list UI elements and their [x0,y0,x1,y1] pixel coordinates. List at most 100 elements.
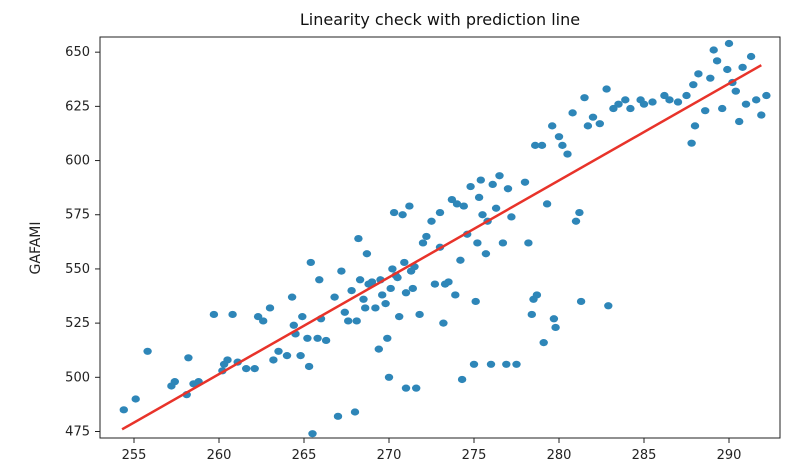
data-point [287,293,297,301]
data-point [361,304,370,312]
data-point [527,310,536,319]
data-point [395,313,404,321]
data-point [673,98,683,106]
data-point [422,232,431,241]
data-point [757,111,766,119]
data-point [381,300,390,308]
data-point [269,356,278,364]
data-point [398,211,407,219]
data-point [170,378,179,386]
data-point [724,39,734,48]
data-point [682,91,691,100]
x-tick-label: 290 [717,448,742,463]
data-point [330,293,339,301]
data-point [321,336,331,345]
data-point [405,202,414,210]
data-point [435,208,445,217]
data-point [223,356,232,364]
data-point [471,297,480,306]
data-point [131,395,140,403]
data-point [386,284,395,293]
data-point [498,239,508,247]
data-point [447,195,457,204]
data-point [614,100,623,108]
data-point [595,120,604,128]
data-point [412,384,421,392]
data-point [520,178,530,186]
data-point [478,211,487,219]
data-point [259,317,268,325]
data-point [228,310,237,319]
data-point [350,408,360,416]
data-point [723,65,732,74]
data-point [184,354,193,362]
data-point [354,234,363,243]
data-point [731,87,740,95]
data-point [502,360,511,368]
data-point [512,360,521,368]
data-point [602,85,611,93]
data-point [308,430,317,438]
data-point [347,287,356,295]
data-point [539,339,548,347]
data-point [503,185,513,193]
x-tick-label: 270 [377,448,402,463]
data-point [439,319,448,327]
data-point [712,57,722,65]
prediction-lines [121,64,762,431]
data-point [378,291,387,299]
data-point [665,96,674,104]
data-point [400,258,409,267]
data-point [430,280,440,288]
x-tick-label: 255 [122,448,147,463]
data-point [542,200,552,208]
y-tick-label: 600 [65,154,90,169]
data-point [648,98,657,106]
data-point [265,304,275,312]
y-tick-label: 550 [65,262,90,277]
data-point [418,239,428,247]
data-point [333,412,343,420]
data-point [296,352,305,360]
data-point [488,180,497,188]
data-point [451,291,460,299]
data-point [359,295,368,303]
data-point [344,317,353,325]
plot-frame [99,36,781,439]
data-point [762,91,771,100]
x-tick-label: 285 [632,448,657,463]
scatter-points [119,39,771,438]
data-point [752,96,761,104]
y-tick-label: 475 [65,424,90,439]
data-point [313,334,322,342]
data-point [355,276,365,284]
data-point [575,208,584,217]
data-point [481,250,491,258]
data-point [352,317,361,325]
data-point [709,46,718,54]
y-axis: 475 500 525 550 575 600 625 650 [65,45,100,439]
data-point [469,360,479,368]
data-point [388,265,397,273]
x-tick-label: 275 [462,448,487,463]
data-point [408,284,417,293]
data-point [532,291,542,299]
data-point [580,94,589,102]
y-axis-label: GAFAMI [28,222,44,275]
data-point [746,52,756,61]
y-tick-label: 625 [65,99,90,114]
data-point [576,297,586,306]
data-point [554,133,564,141]
data-point [690,122,700,130]
data-point [427,217,436,225]
data-point [701,107,710,115]
data-point [473,239,482,247]
data-point [401,384,411,392]
y-tick-label: 500 [65,370,90,385]
data-point [491,204,501,212]
data-point [282,352,292,360]
data-point [689,81,698,89]
data-point [371,304,380,312]
data-point [604,302,613,310]
data-point [367,278,377,286]
